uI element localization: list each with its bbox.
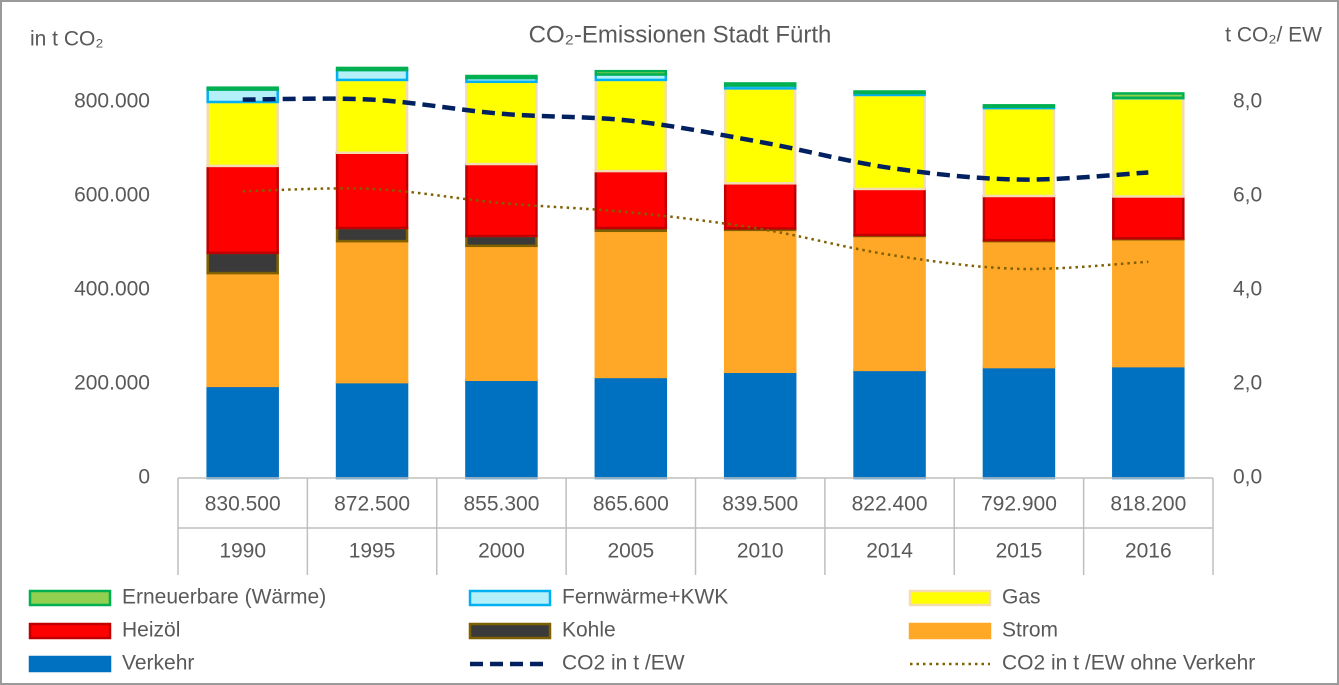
legend-label: Strom xyxy=(1002,619,1058,642)
bar-segment xyxy=(982,106,1056,198)
bar-segment xyxy=(206,251,279,275)
bar-segment xyxy=(465,244,538,382)
total-label: 839.500 xyxy=(722,493,798,516)
legend-label: Fernwärme+KWK xyxy=(562,586,728,609)
x-tick-label: 2014 xyxy=(866,540,913,563)
legend-swatch xyxy=(28,622,112,640)
bar-segment xyxy=(335,151,409,230)
bar-segment xyxy=(982,365,1056,480)
bar-segment xyxy=(723,370,797,480)
legend-label: CO2 in t /EW xyxy=(562,652,685,675)
bar-segment xyxy=(335,78,409,155)
x-tick-label: 1995 xyxy=(349,540,396,563)
bar-segment xyxy=(465,234,538,248)
legend-swatch xyxy=(468,622,552,640)
total-label: 855.300 xyxy=(463,493,539,516)
x-tick-label: 2005 xyxy=(607,540,654,563)
legend-label: CO2 in t /EW ohne Verkehr xyxy=(1002,652,1255,675)
bar-segment xyxy=(723,82,797,87)
y-tick-label: 0 xyxy=(138,466,150,489)
legend-swatch xyxy=(908,589,992,607)
bar-segment xyxy=(594,229,668,379)
bar-segment xyxy=(853,93,926,191)
y-axis-label: in t CO₂ xyxy=(30,28,104,51)
legend-label: Erneuerbare (Wärme) xyxy=(122,586,326,609)
bar-segment xyxy=(853,234,926,372)
chart-title: CO₂-Emissionen Stadt Fürth xyxy=(529,21,832,48)
total-label: 865.600 xyxy=(593,493,669,516)
total-label: 830.500 xyxy=(205,493,281,516)
bar-segment xyxy=(594,375,668,480)
total-label: 792.900 xyxy=(981,493,1057,516)
bar-segment xyxy=(1112,92,1185,100)
y2-tick-label: 0,0 xyxy=(1233,466,1262,489)
bar-segment xyxy=(335,380,409,480)
bar-segment xyxy=(723,228,797,374)
bar-segment xyxy=(1112,195,1185,240)
bar-segment xyxy=(853,187,926,237)
bar-segment xyxy=(335,226,409,243)
bar-segment xyxy=(594,169,668,230)
bar-segment xyxy=(594,69,668,76)
y-tick-label: 200.000 xyxy=(74,372,150,395)
x-tick-label: 2010 xyxy=(737,540,784,563)
bar-segment xyxy=(335,239,409,384)
bar-segment xyxy=(206,164,279,255)
bar-segment xyxy=(853,90,926,95)
legend-swatch xyxy=(468,589,552,607)
bar-segment xyxy=(465,80,538,166)
bar-segment xyxy=(206,384,279,480)
bar-segment xyxy=(465,74,538,80)
bar-segment xyxy=(335,66,409,72)
bar-segment xyxy=(853,368,926,480)
line xyxy=(242,96,1149,182)
legend-swatch xyxy=(28,655,112,673)
legend-label: Heizöl xyxy=(122,619,180,642)
bar-segment xyxy=(982,239,1056,369)
x-tick-label: 2000 xyxy=(478,540,525,563)
legend-label: Kohle xyxy=(562,619,616,642)
x-tick-label: 2016 xyxy=(1125,540,1172,563)
legend-label: Verkehr xyxy=(122,652,194,675)
y-tick-label: 600.000 xyxy=(74,184,150,207)
bar-segment xyxy=(594,78,668,173)
y2-tick-label: 6,0 xyxy=(1233,184,1262,207)
bar-segment xyxy=(982,194,1056,242)
y2-tick-label: 8,0 xyxy=(1233,90,1262,113)
bar-segment xyxy=(465,378,538,480)
total-label: 822.400 xyxy=(852,493,928,516)
bar-segment xyxy=(206,86,279,91)
y2-tick-label: 2,0 xyxy=(1233,372,1262,395)
y-tick-label: 800.000 xyxy=(74,90,150,113)
bar-segment xyxy=(206,100,279,168)
bar-segment xyxy=(1112,364,1185,480)
bar-segment xyxy=(723,87,797,185)
legend-swatch xyxy=(908,622,992,640)
x-tick-label: 2015 xyxy=(996,540,1043,563)
y-tick-label: 400.000 xyxy=(74,278,150,301)
y2-tick-label: 4,0 xyxy=(1233,278,1262,301)
bar-segment xyxy=(1112,237,1185,368)
legend-swatch xyxy=(28,589,112,607)
legend-label: Gas xyxy=(1002,586,1041,609)
y2-axis-label: t CO₂/ EW xyxy=(1225,24,1322,47)
total-label: 872.500 xyxy=(334,493,410,516)
bar-segment xyxy=(723,182,797,230)
x-tick-label: 1990 xyxy=(219,540,266,563)
line xyxy=(242,187,1149,271)
bar-segment xyxy=(982,104,1056,108)
bar-segment xyxy=(1112,96,1185,198)
bar-segment xyxy=(206,271,279,388)
bar-segment xyxy=(335,68,409,82)
total-label: 818.200 xyxy=(1110,493,1186,516)
